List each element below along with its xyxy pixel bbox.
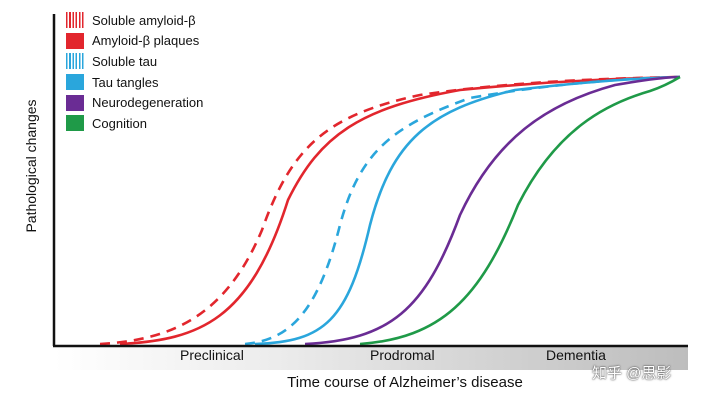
legend-label: Amyloid-β plaques xyxy=(92,33,200,49)
purple-swatch-icon xyxy=(66,94,84,111)
watermark: 知乎 @思影 xyxy=(592,365,672,382)
cognition-curve xyxy=(359,75,681,346)
red-swatch-icon xyxy=(66,32,84,49)
legend-item-soluble-tau: Soluble tau xyxy=(66,51,203,72)
legend: Soluble amyloid-β Amyloid-β plaques Solu… xyxy=(66,10,203,134)
legend-label: Cognition xyxy=(92,115,147,131)
phase-preclinical: Preclinical xyxy=(180,347,244,363)
legend-label: Neurodegeneration xyxy=(92,95,204,111)
green-swatch-icon xyxy=(66,115,84,132)
soluble-amyloid-curve xyxy=(99,75,681,346)
curves-group xyxy=(99,75,681,346)
phase-gradient-band xyxy=(54,346,688,370)
legend-item-cognition: Cognition xyxy=(66,113,203,134)
legend-item-tau-tangles: Tau tangles xyxy=(66,72,203,93)
striped-blue-swatch-icon xyxy=(66,53,84,70)
amyloid-plaques-curve xyxy=(119,75,681,346)
neurodegeneration-curve xyxy=(304,75,681,346)
phase-dementia: Dementia xyxy=(546,347,606,363)
y-axis-label-text: Pathological changes xyxy=(23,99,39,233)
legend-item-soluble-amyloid: Soluble amyloid-β xyxy=(66,10,203,31)
legend-item-neurodegeneration: Neurodegeneration xyxy=(66,92,203,113)
x-axis-title: Time course of Alzheimer’s disease xyxy=(287,374,523,391)
legend-item-amyloid-plaques: Amyloid-β plaques xyxy=(66,31,203,52)
tau-tangles-curve xyxy=(254,75,681,346)
blue-swatch-icon xyxy=(66,74,84,91)
legend-label: Soluble amyloid-β xyxy=(92,12,196,28)
striped-red-swatch-icon xyxy=(66,12,84,29)
legend-label: Tau tangles xyxy=(92,74,159,90)
phase-prodromal: Prodromal xyxy=(370,347,435,363)
legend-label: Soluble tau xyxy=(92,53,158,69)
